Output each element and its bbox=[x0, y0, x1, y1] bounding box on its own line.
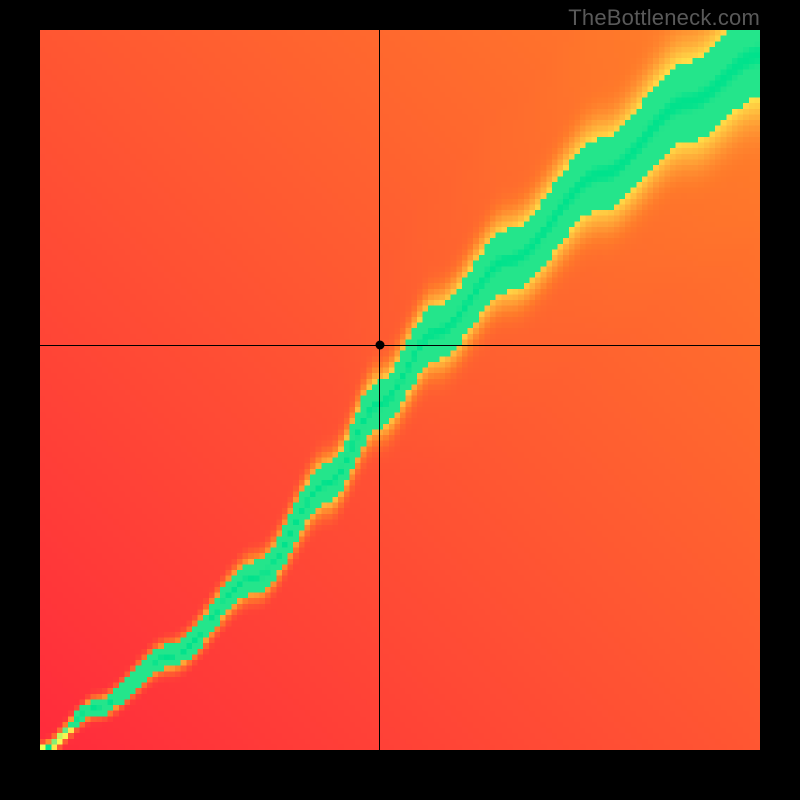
heatmap-canvas bbox=[40, 30, 760, 750]
crosshair-marker bbox=[375, 341, 384, 350]
crosshair-vertical bbox=[379, 30, 380, 750]
crosshair-horizontal bbox=[40, 345, 760, 346]
chart-container: { "canvas": { "width": 800, "height": 80… bbox=[0, 0, 800, 800]
watermark-text: TheBottleneck.com bbox=[568, 5, 760, 31]
